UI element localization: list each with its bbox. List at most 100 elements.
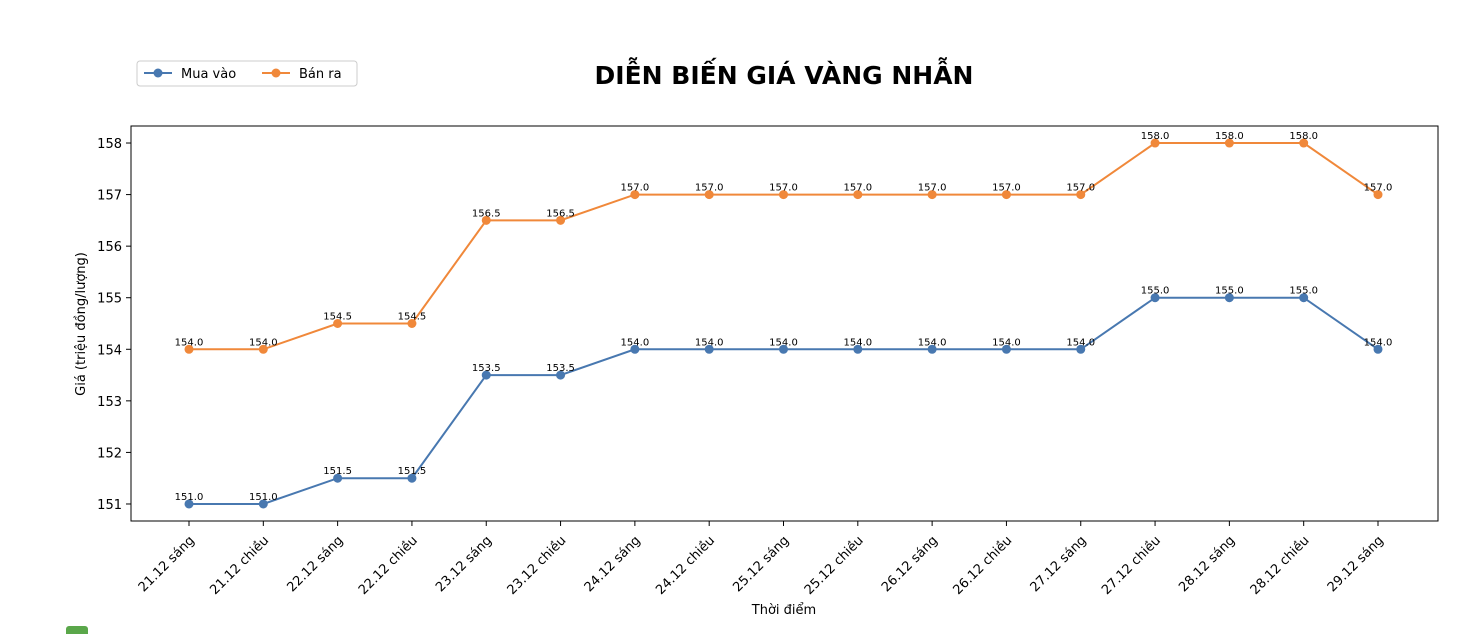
y-tick-label: 153 xyxy=(97,395,122,410)
data-label: 156.5 xyxy=(472,208,501,219)
y-tick-label: 156 xyxy=(97,240,122,255)
series-layer xyxy=(184,138,1383,509)
data-label: 157.0 xyxy=(918,183,947,194)
data-point xyxy=(1001,190,1011,200)
data-label: 154.5 xyxy=(323,312,352,323)
legend-marker xyxy=(153,68,163,78)
data-point xyxy=(779,190,788,200)
data-point xyxy=(1001,344,1011,354)
data-point xyxy=(1150,138,1160,148)
y-tick-label: 158 xyxy=(97,137,122,152)
data-label: 151.0 xyxy=(175,492,204,503)
data-point xyxy=(704,190,714,200)
data-label: 158.0 xyxy=(1215,131,1244,142)
data-point xyxy=(853,344,863,354)
data-label: 154.0 xyxy=(769,337,798,348)
x-axis: 21.12 sáng 21.12 chiều 22.12 sáng 22.12 chi… xyxy=(136,521,1387,598)
data-label: 155.0 xyxy=(1141,286,1170,297)
data-point xyxy=(704,344,714,354)
x-tick-label: 21.12 sáng xyxy=(136,533,198,595)
data-label: 157.0 xyxy=(1066,183,1095,194)
x-axis-label: Thời điểm xyxy=(751,603,816,618)
data-label: 154.0 xyxy=(695,337,724,348)
x-tick-label: 24.12 chiều xyxy=(653,533,718,598)
x-tick-label: 21.12 chiều xyxy=(207,533,272,598)
data-point xyxy=(481,215,491,225)
x-tick-label: 22.12 chiều xyxy=(356,533,421,598)
data-point xyxy=(1299,138,1309,148)
data-label: 157.0 xyxy=(695,183,724,194)
y-axis: 151 152 153 154 155 156 157 158 xyxy=(97,137,131,513)
data-point xyxy=(407,473,417,483)
data-label: 151.0 xyxy=(249,492,278,503)
y-tick-label: 157 xyxy=(97,189,122,204)
data-point xyxy=(481,370,491,380)
data-point xyxy=(184,344,194,354)
data-label: 158.0 xyxy=(1141,131,1170,142)
data-point xyxy=(1076,190,1086,200)
data-label: 154.0 xyxy=(1066,337,1095,348)
data-point xyxy=(184,499,194,509)
legend-box xyxy=(136,60,358,87)
partial-green-icon xyxy=(66,626,88,634)
data-point xyxy=(258,499,268,509)
data-point xyxy=(258,344,268,354)
data-point xyxy=(853,190,863,200)
data-label: 154.0 xyxy=(843,337,872,348)
data-label: 154.0 xyxy=(621,337,650,348)
chart-title: DIỄN BIẾN GIÁ VÀNG NHẪN xyxy=(595,57,974,90)
x-tick-label: 24.12 sáng xyxy=(582,533,644,595)
data-point xyxy=(1076,344,1086,354)
x-tick-label: 22.12 sáng xyxy=(285,533,347,595)
data-label: 154.0 xyxy=(249,337,278,348)
x-tick-label: 25.12 chiều xyxy=(802,533,867,598)
x-tick-label: 26.12 sáng xyxy=(879,533,941,595)
data-point xyxy=(927,190,937,200)
data-label: 151.5 xyxy=(323,466,352,477)
y-tick-label: 155 xyxy=(97,292,122,307)
y-tick-label: 154 xyxy=(97,343,122,358)
x-tick-label: 29.12 sáng xyxy=(1325,533,1387,595)
data-label: 157.0 xyxy=(843,183,872,194)
data-point xyxy=(1373,190,1383,200)
data-label: 158.0 xyxy=(1289,131,1318,142)
x-tick-label: 25.12 sáng xyxy=(730,533,792,595)
data-point xyxy=(630,344,640,354)
data-point xyxy=(556,370,566,380)
data-point xyxy=(407,319,417,328)
legend-marker xyxy=(271,68,281,78)
data-point xyxy=(630,190,640,200)
data-point xyxy=(1373,344,1383,354)
x-tick-label: 27.12 chiều xyxy=(1099,533,1164,598)
data-labels: 151.0 151.0 151.5 151.5 153.5 153.5 154.0 154.0… xyxy=(175,131,1393,503)
data-label: 153.5 xyxy=(546,363,575,374)
data-point xyxy=(1150,293,1160,303)
x-tick-label: 26.12 chiều xyxy=(950,533,1015,598)
y-tick-label: 152 xyxy=(97,446,122,461)
data-point xyxy=(556,215,566,225)
data-point xyxy=(779,344,788,354)
data-label: 157.0 xyxy=(621,183,650,194)
data-label: 155.0 xyxy=(1215,286,1244,297)
data-point xyxy=(927,344,937,354)
data-label: 154.0 xyxy=(918,337,947,348)
data-label: 154.5 xyxy=(398,312,427,323)
data-label: 155.0 xyxy=(1289,286,1318,297)
data-label: 157.0 xyxy=(992,183,1021,194)
legend: Mua vào Bán ra xyxy=(136,60,358,87)
data-point xyxy=(333,473,343,483)
data-label: 154.0 xyxy=(992,337,1021,348)
data-label: 151.5 xyxy=(398,466,427,477)
legend-label: Bán ra xyxy=(299,67,342,82)
x-tick-label: 27.12 sáng xyxy=(1028,533,1090,595)
data-label: 157.0 xyxy=(769,183,798,194)
data-label: 154.0 xyxy=(175,337,204,348)
data-label: 156.5 xyxy=(546,208,575,219)
x-tick-label: 28.12 sáng xyxy=(1176,533,1238,595)
x-tick-label: 23.12 chiều xyxy=(505,533,570,598)
data-point xyxy=(1224,293,1234,303)
y-axis-label: Giá (triệu đồng/lượng) xyxy=(74,252,89,396)
data-point xyxy=(1299,293,1309,303)
data-point xyxy=(333,319,343,328)
